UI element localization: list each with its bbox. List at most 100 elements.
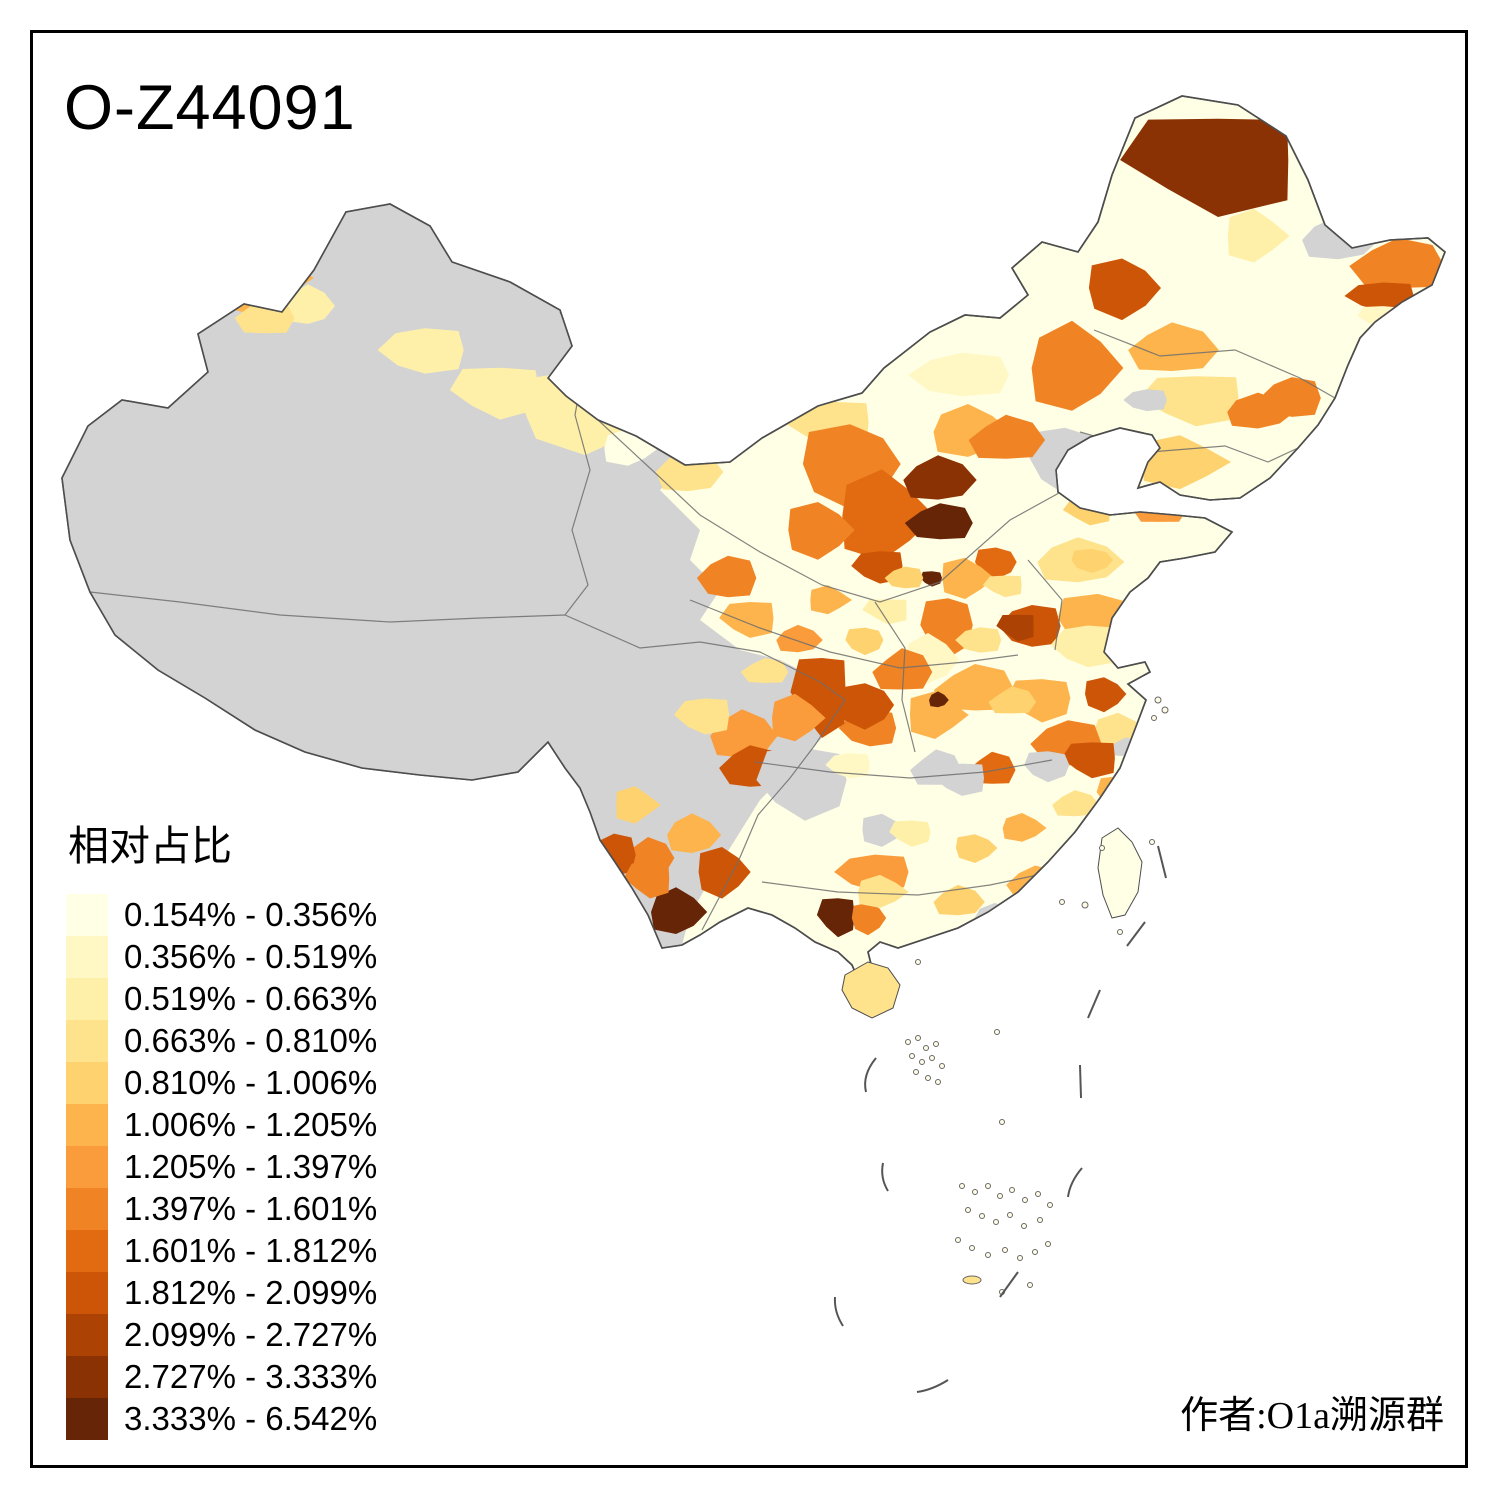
map-region — [667, 813, 722, 853]
map-region — [837, 683, 895, 730]
map-region — [377, 328, 464, 374]
map-region — [816, 898, 855, 938]
legend-row: 1.812% - 2.099% — [66, 1272, 377, 1314]
legend-swatch — [66, 1020, 108, 1062]
map-frame — [30, 30, 1468, 1468]
map-region — [1085, 677, 1127, 713]
map-region — [284, 284, 335, 324]
legend-entries: 0.154% - 0.356% 0.356% - 0.519% 0.519% - 0… — [66, 894, 377, 1440]
legend-row: 0.154% - 0.356% — [66, 894, 377, 936]
legend-swatch — [66, 1398, 108, 1440]
legend-row: 0.356% - 0.519% — [66, 936, 377, 978]
map-region — [842, 469, 935, 561]
south-china-sea-islands — [905, 1029, 1053, 1295]
map-region — [1071, 548, 1114, 573]
map-region — [862, 599, 907, 625]
map-region — [933, 763, 984, 796]
map-region — [968, 414, 1046, 459]
map-region — [872, 648, 933, 690]
map-region — [1139, 376, 1239, 427]
legend-row: 1.205% - 1.397% — [66, 1146, 377, 1188]
map-region — [623, 862, 670, 899]
legend-label: 0.519% - 0.663% — [124, 980, 378, 1017]
map-region — [955, 627, 1002, 653]
legend-swatch — [66, 1062, 108, 1104]
legend-label: 0.356% - 0.519% — [124, 938, 378, 975]
legend-label: 2.099% - 2.727% — [124, 1316, 378, 1353]
legend-swatch — [66, 1230, 108, 1272]
map-region — [1349, 238, 1445, 289]
map-region — [740, 658, 789, 683]
no-data-region-west — [62, 204, 845, 948]
legend-label: 1.601% - 1.812% — [124, 1232, 378, 1269]
legend-row: 1.006% - 1.205% — [66, 1104, 377, 1146]
map-region — [698, 847, 751, 899]
map-region — [996, 614, 1034, 642]
legend: 相对占比 0.154% - 0.356% 0.356% - 0.519% 0.519… — [66, 812, 377, 1440]
map-region — [1128, 322, 1219, 371]
map-region — [1031, 320, 1124, 411]
map-region — [756, 748, 847, 821]
map-region — [889, 820, 931, 847]
legend-row: 0.663% - 0.810% — [66, 1020, 377, 1062]
map-region — [1088, 258, 1161, 321]
legend-swatch — [66, 978, 108, 1020]
legend-label: 1.205% - 1.397% — [124, 1148, 378, 1185]
legend-label: 1.006% - 1.205% — [124, 1106, 378, 1143]
legend-swatch — [66, 1272, 108, 1314]
map-region — [988, 686, 1037, 714]
map-region — [851, 902, 887, 936]
map-region — [858, 874, 909, 908]
legend-label: 1.812% - 2.099% — [124, 1274, 378, 1311]
credit-text: 作者:O1a溯源群 — [1180, 1395, 1444, 1437]
legend-row: 0.810% - 1.006% — [66, 1062, 377, 1104]
legend-row: 2.099% - 2.727% — [66, 1314, 377, 1356]
legend-label: 0.663% - 0.810% — [124, 1022, 378, 1059]
map-region — [790, 658, 846, 738]
map-region — [1120, 118, 1289, 217]
legend-label: 0.810% - 1.006% — [124, 1064, 378, 1101]
legend-label: 1.397% - 1.601% — [124, 1190, 378, 1227]
legend-swatch — [66, 894, 108, 936]
legend-row: 3.333% - 6.542% — [66, 1398, 377, 1440]
map-region — [696, 555, 757, 598]
mainland-outline — [61, 95, 1446, 990]
taiwan-island — [1097, 827, 1143, 919]
map-region — [910, 691, 969, 739]
legend-row: 0.519% - 0.663% — [66, 978, 377, 1020]
map-region — [1142, 435, 1232, 490]
map-region — [904, 503, 973, 540]
map-region — [810, 585, 852, 615]
map-region — [929, 691, 949, 708]
legend-swatch — [66, 1104, 108, 1146]
legend-swatch — [66, 936, 108, 978]
legend-swatch — [66, 1314, 108, 1356]
legend-label: 0.154% - 0.356% — [124, 896, 378, 933]
legend-row: 2.727% - 3.333% — [66, 1356, 377, 1398]
map-region — [1182, 180, 1199, 197]
map-region — [884, 566, 924, 589]
province-borders — [89, 311, 1336, 931]
map-region — [845, 627, 884, 656]
map-region — [1227, 392, 1295, 429]
map-region — [1024, 751, 1070, 783]
legend-title: 相对占比 — [68, 823, 232, 869]
legend-label: 2.727% - 3.333% — [124, 1358, 378, 1395]
legend-row: 1.397% - 1.601% — [66, 1188, 377, 1230]
map-region — [772, 693, 826, 742]
map-region — [651, 887, 708, 934]
map-region — [903, 455, 977, 500]
map-region — [1227, 208, 1290, 263]
map-region — [674, 698, 730, 735]
map-region — [1002, 813, 1047, 842]
legend-swatch — [66, 1356, 108, 1398]
legend-label: 3.333% - 6.542% — [124, 1400, 378, 1437]
nine-dash-line — [833, 845, 1167, 1393]
legend-swatch — [66, 1188, 108, 1230]
map-region — [955, 834, 998, 863]
map-region — [719, 602, 774, 638]
map-region — [616, 786, 661, 824]
coastal-islands — [915, 696, 1169, 965]
